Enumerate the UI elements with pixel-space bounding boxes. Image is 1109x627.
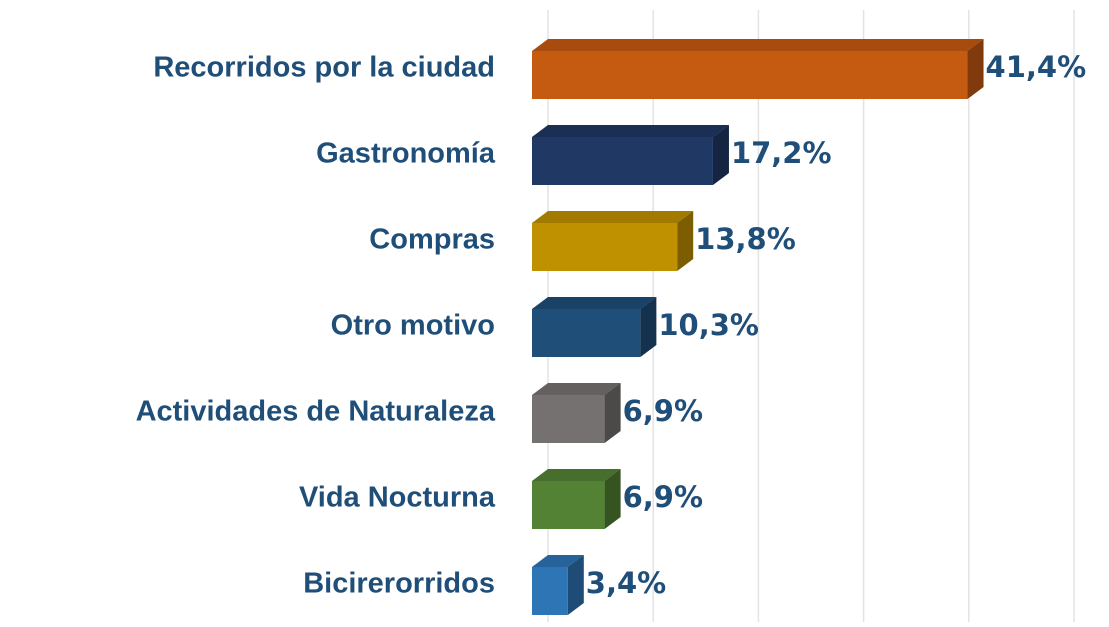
bar-side	[640, 297, 657, 357]
bar-top-shade	[532, 383, 621, 395]
value-label: 10,3%	[658, 308, 759, 342]
bar-side-shade	[604, 383, 621, 443]
bar-side	[604, 469, 621, 529]
bar-top-shade	[532, 125, 729, 137]
category-label: Otro motivo	[331, 310, 495, 342]
bar-top-shade	[532, 555, 584, 567]
value-label: 41,4%	[986, 50, 1087, 84]
bar-top-shade	[532, 39, 984, 51]
bar	[532, 395, 605, 443]
bar-side-shade	[967, 39, 984, 99]
bar-side-shade	[712, 125, 729, 185]
value-label: 13,8%	[695, 222, 796, 256]
bar-side	[967, 39, 984, 99]
value-label: 3,4%	[586, 566, 666, 600]
bar	[532, 309, 641, 357]
bar-side-shade	[604, 469, 621, 529]
bar	[532, 51, 968, 99]
bar-side-shade	[567, 555, 584, 615]
value-label: 6,9%	[623, 480, 703, 514]
bar-top	[532, 211, 694, 223]
bar-top	[532, 297, 657, 309]
bar-top-shade	[532, 469, 621, 481]
value-label: 17,2%	[731, 136, 832, 170]
bar-top-shade	[532, 297, 657, 309]
bar	[532, 137, 713, 185]
bar-side-shade	[677, 211, 694, 271]
bar-top	[532, 383, 621, 395]
category-label: Actividades de Naturaleza	[136, 396, 496, 428]
bar-top	[532, 39, 984, 51]
bar-side	[677, 211, 694, 271]
category-label: Vida Nocturna	[299, 482, 496, 514]
bar-top-shade	[532, 211, 694, 223]
bar-side	[604, 383, 621, 443]
value-label: 6,9%	[623, 394, 703, 428]
bar-side	[712, 125, 729, 185]
category-label: Compras	[369, 224, 495, 256]
bar-top	[532, 469, 621, 481]
bar-top	[532, 555, 584, 567]
category-label: Bicirerorridos	[303, 568, 495, 600]
bar	[532, 567, 568, 615]
bar-top	[532, 125, 729, 137]
bar-side	[567, 555, 584, 615]
bar	[532, 481, 605, 529]
bar	[532, 223, 678, 271]
bar-side-shade	[640, 297, 657, 357]
category-label: Gastronomía	[316, 138, 496, 170]
category-label: Recorridos por la ciudad	[153, 52, 495, 84]
